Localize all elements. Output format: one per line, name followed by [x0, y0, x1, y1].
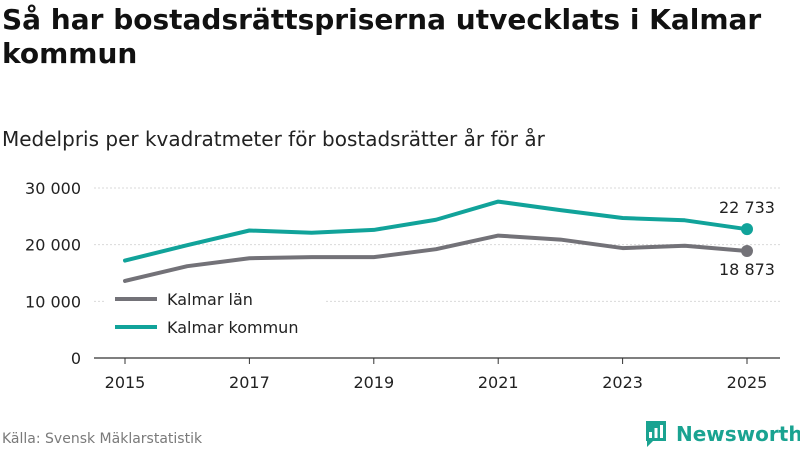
end-point-kalmar-kommun	[741, 223, 753, 236]
y-tick-label: 0	[71, 349, 81, 368]
end-labels: 18 873 22 733	[719, 198, 775, 279]
legend-label-kalmar-l-n: Kalmar län	[167, 290, 253, 309]
legend-label-kalmar-kommun: Kalmar kommun	[167, 318, 298, 337]
brand-name: Newsworthy	[676, 422, 800, 446]
grid-lines	[94, 187, 780, 359]
y-tick-label: 10 000	[25, 292, 81, 311]
x-tick-label: 2017	[229, 373, 270, 392]
x-tick-label: 2023	[602, 373, 643, 392]
newsworthy-logo[interactable]: Newsworthy	[644, 420, 800, 448]
x-tick-label: 2015	[105, 373, 146, 392]
y-tick-label: 30 000	[25, 179, 81, 198]
chart-subtitle: Medelpris per kvadratmeter för bostadsrä…	[2, 127, 545, 151]
end-value-label-kalmar-kommun: 22 733	[719, 198, 775, 217]
series-line-kalmar-kommun	[123, 199, 749, 263]
chart-title: Så har bostadsrättspriserna utvecklats i…	[2, 3, 762, 70]
bar-chart-speech-bubble-icon	[646, 421, 666, 447]
end-value-label-kalmar-l-n: 18 873	[719, 260, 775, 279]
x-tick-label: 2019	[353, 373, 394, 392]
legend-background	[106, 287, 324, 341]
y-tick-label: 20 000	[25, 236, 81, 255]
x-axis-ticks: 2015 2017 2019 2021 2023 2025	[105, 358, 768, 392]
end-point-kalmar-l-n	[741, 245, 753, 258]
source-note: Källa: Svensk Mäklarstatistik	[2, 431, 203, 447]
line-chart: 0 10 000 20 000 30 000 2015 2017 2019 2021 2023…	[25, 179, 780, 392]
series-lines	[123, 199, 753, 283]
legend: Kalmar län Kalmar kommun	[106, 287, 324, 341]
series-line-kalmar-l-n	[123, 233, 749, 283]
x-tick-label: 2021	[478, 373, 519, 392]
x-tick-label: 2025	[727, 373, 768, 392]
y-axis-tick-labels: 0 10 000 20 000 30 000	[25, 179, 81, 368]
